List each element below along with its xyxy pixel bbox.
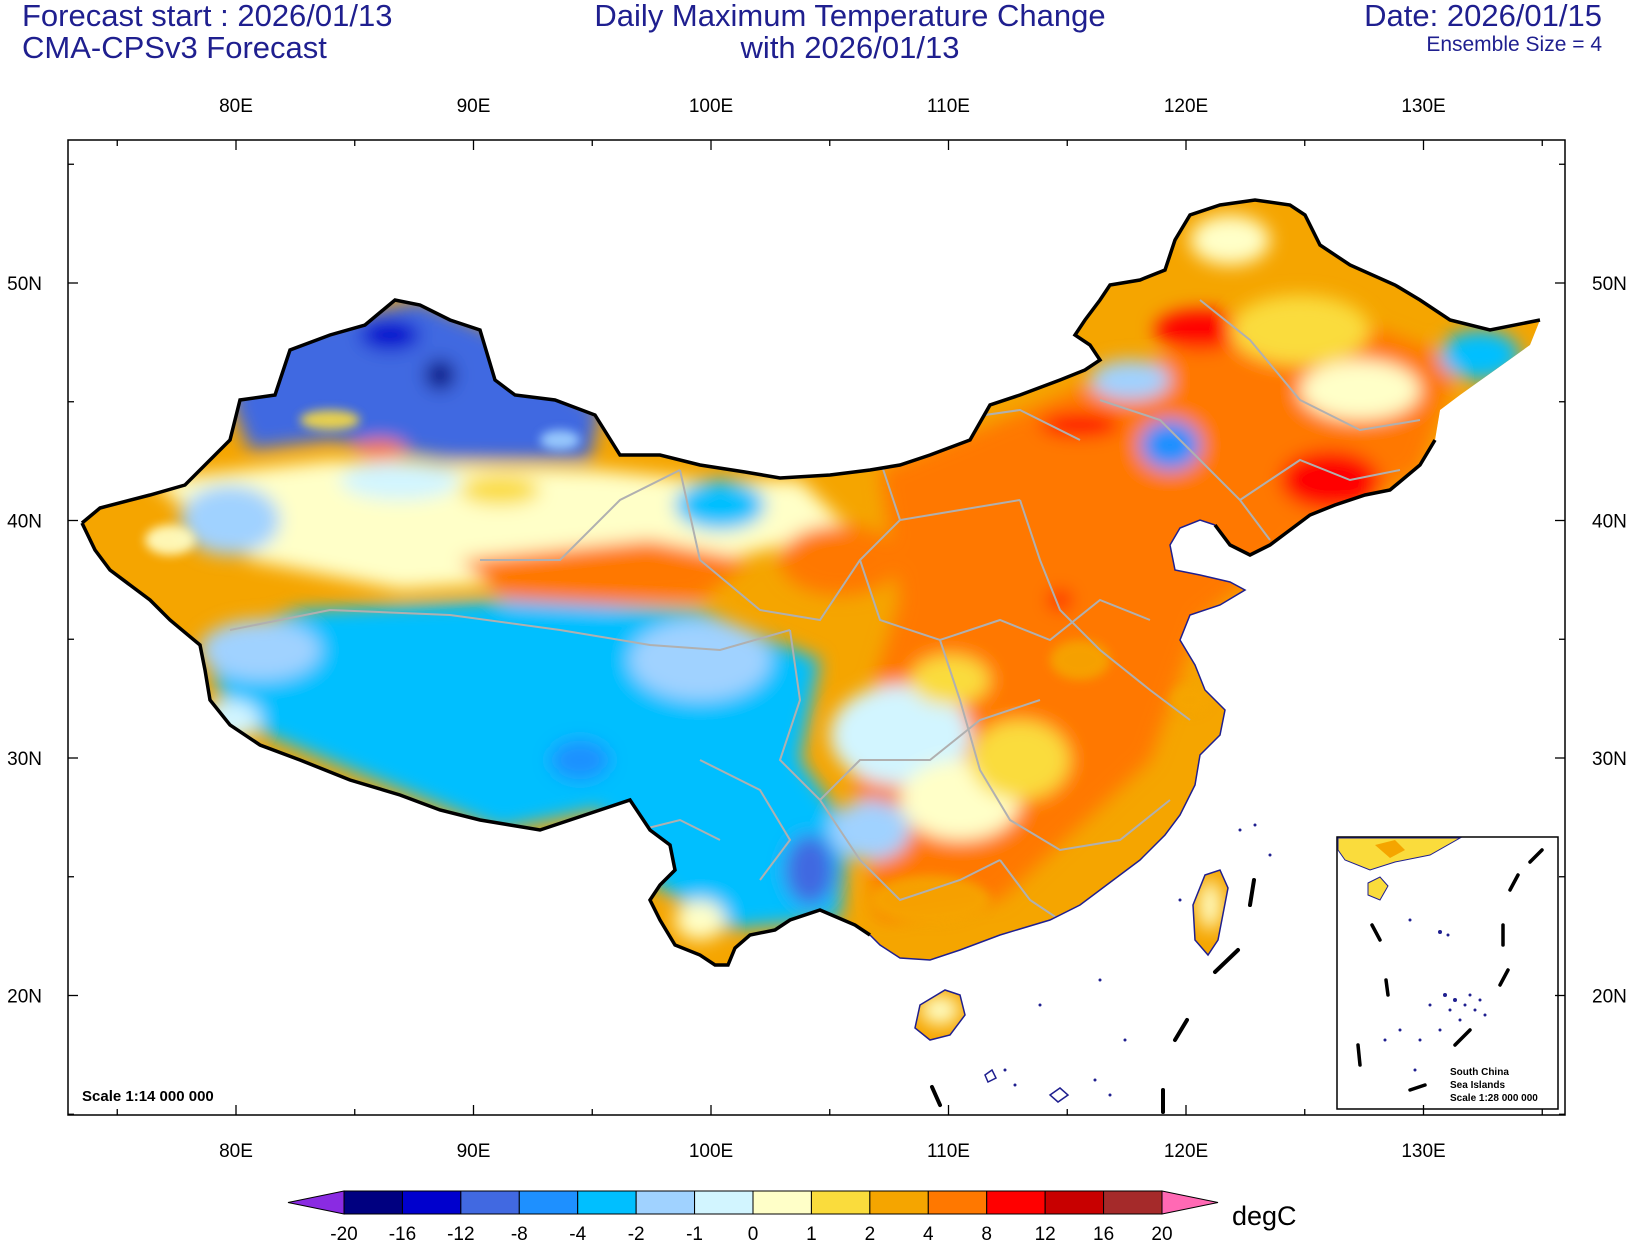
inset-label-line3: Scale 1:28 000 000	[1450, 1093, 1538, 1104]
colorbar-box	[518, 1190, 579, 1215]
inset-hainan	[1367, 876, 1389, 901]
colorbar-box	[343, 1190, 403, 1215]
lon-label-top: 110E	[927, 96, 970, 117]
inset-islands	[1383, 918, 1487, 1072]
colorbar-box	[401, 1190, 462, 1215]
lon-label-top: 90E	[457, 96, 491, 117]
colorbar-tick-label: 2	[865, 1224, 876, 1241]
colorbar-unit: degC	[1232, 1201, 1297, 1231]
header-left: Forecast start : 2026/01/13 CMA-CPSv3 Fo…	[22, 0, 393, 64]
ensemble-size-label: Ensemble Size = 4	[1426, 33, 1602, 56]
lon-label-bottom: 90E	[457, 1141, 491, 1162]
colorbar-box	[810, 1190, 871, 1215]
colorbar-tick-label: 0	[748, 1224, 759, 1241]
colorbar-low-arrow	[287, 1190, 345, 1215]
maritime-boundary-dashes	[930, 878, 1256, 1114]
colorbar-box	[577, 1190, 637, 1215]
inset-label-line2: Sea Islands	[1450, 1080, 1505, 1091]
lon-label-bottom: 80E	[219, 1141, 253, 1162]
valid-date-label: Date: 2026/01/15	[1364, 0, 1602, 33]
colorbar-tick-label: 16	[1093, 1224, 1114, 1241]
colorbar-tick-label: 4	[923, 1224, 934, 1241]
lon-label-top: 120E	[1164, 96, 1208, 117]
inset-frame	[1336, 836, 1559, 1110]
lon-label-top: 100E	[689, 96, 733, 117]
lat-label-left: 20N	[7, 987, 42, 1008]
map-subtitle: with 2026/01/13	[740, 30, 960, 65]
model-name-label: CMA-CPSv3 Forecast	[22, 30, 327, 65]
header-right: Date: 2026/01/15 Ensemble Size = 4	[1364, 0, 1602, 58]
colorbar-tick-label: -20	[330, 1224, 357, 1241]
lon-label-top: 80E	[219, 96, 253, 117]
lat-label-left: 30N	[7, 749, 42, 770]
colorbar-tick-label: -2	[628, 1224, 645, 1241]
colorbar-box	[752, 1190, 812, 1215]
inset-dashes	[1356, 848, 1544, 1092]
map-scale-note: Scale 1:14 000 000	[82, 1088, 214, 1105]
colorbar-tick-label: -8	[511, 1224, 528, 1241]
lon-label-bottom: 100E	[689, 1141, 733, 1162]
colorbar-box	[869, 1190, 929, 1215]
map-title: Daily Maximum Temperature Change	[594, 0, 1106, 33]
inset-mainland	[1337, 837, 1462, 871]
colorbar-tick-label: 20	[1151, 1224, 1172, 1241]
south-china-sea-inset: South China Sea Islands Scale 1:28 000 0…	[1336, 836, 1559, 1110]
lon-label-bottom: 110E	[927, 1141, 970, 1162]
inset-warm-patch	[1375, 840, 1405, 858]
colorbar-box	[986, 1190, 1046, 1215]
small-islands	[1003, 823, 1272, 1097]
colorbar-box	[460, 1190, 520, 1215]
lat-label-right: 30N	[1592, 749, 1627, 770]
colorbar-tick-label: 8	[981, 1224, 992, 1241]
axis-labels: 80E 80E 90E 90E 100E 100E 110E 110E 120E 120E 130E…	[7, 96, 1627, 1162]
colorbar-box	[694, 1190, 754, 1215]
colorbar-tick-label: 1	[806, 1224, 817, 1241]
colorbar-box	[1044, 1190, 1105, 1215]
colorbar-box	[1103, 1190, 1163, 1215]
lon-label-top: 130E	[1401, 96, 1445, 117]
colorbar: -20 -16 -12 -8 -4 -2 -1 0 1 2 4 8 12 16 20	[287, 1190, 1219, 1241]
forecast-start-label: Forecast start : 2026/01/13	[22, 0, 393, 33]
axis-ticks	[68, 140, 1565, 1115]
colorbar-tick-label: -1	[686, 1224, 703, 1241]
lon-label-bottom: 120E	[1164, 1141, 1208, 1162]
coastline	[869, 519, 1247, 1103]
colorbar-tick-label: -4	[569, 1224, 586, 1241]
colorbar-tick-label: -12	[447, 1224, 474, 1241]
colorbar-high-arrow	[1161, 1190, 1219, 1215]
lat-label-left: 50N	[7, 274, 42, 295]
header-center: Daily Maximum Temperature Change with 20…	[0, 0, 1632, 64]
lat-label-right: 50N	[1592, 274, 1627, 295]
colorbar-box	[635, 1190, 696, 1215]
inset-label-line1: South China	[1450, 1067, 1509, 1078]
lon-label-bottom: 130E	[1401, 1141, 1445, 1162]
colorbar-tick-label: -16	[389, 1224, 416, 1241]
lat-label-right: 20N	[1592, 987, 1627, 1008]
province-boundaries	[229, 299, 1421, 921]
lat-label-right: 40N	[1592, 512, 1627, 533]
colorbar-box	[927, 1190, 988, 1215]
national-border	[80, 198, 1541, 967]
lat-label-left: 40N	[7, 512, 42, 533]
colorbar-tick-label: 12	[1035, 1224, 1056, 1241]
